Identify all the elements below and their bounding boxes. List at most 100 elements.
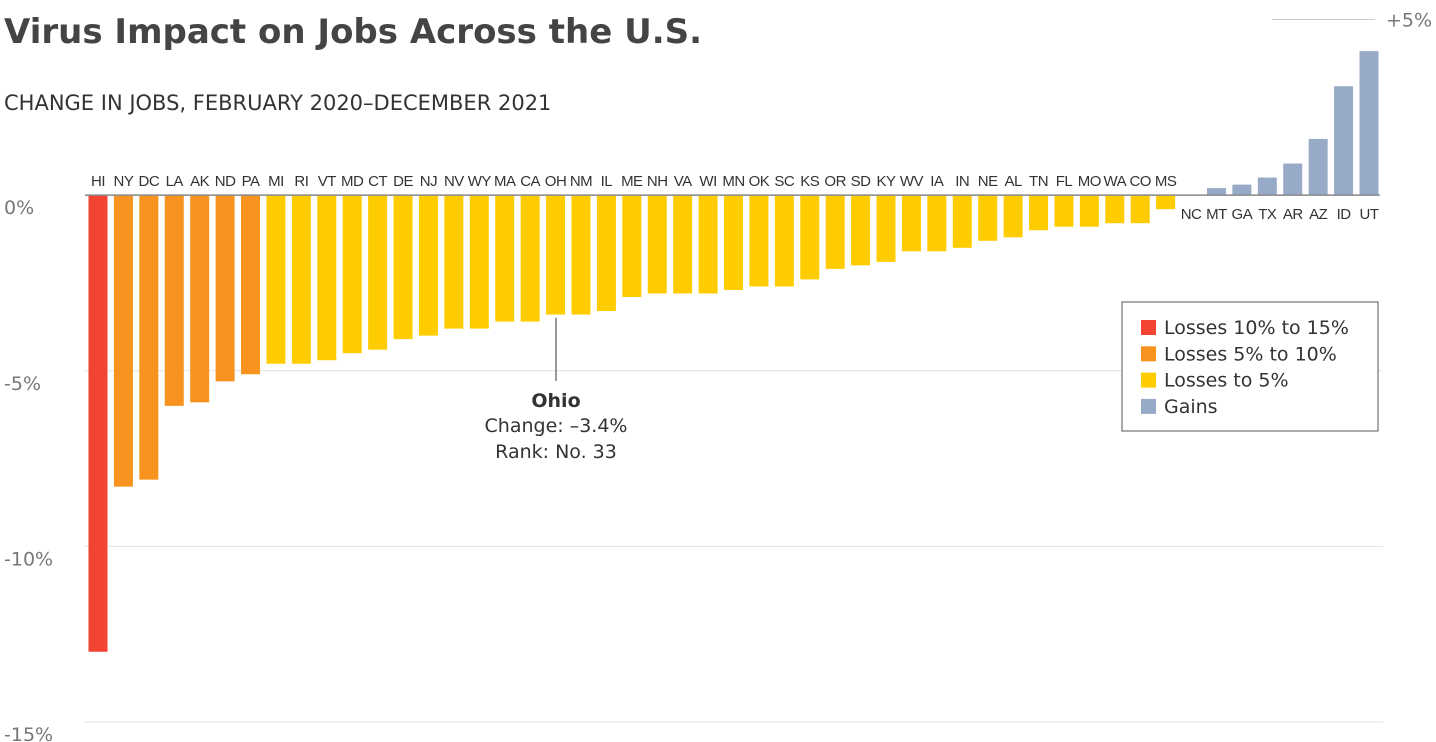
bar bbox=[368, 195, 388, 350]
x-tick-label: OK bbox=[749, 173, 770, 190]
x-tick-label: OH bbox=[545, 173, 567, 190]
bar bbox=[266, 195, 286, 364]
x-tick-label: DC bbox=[139, 173, 160, 190]
bar bbox=[1156, 195, 1176, 210]
bar bbox=[1257, 177, 1277, 196]
x-tick-label: WI bbox=[699, 173, 716, 190]
y-tick-label: -10% bbox=[4, 548, 53, 570]
chart-subtitle: CHANGE IN JOBS, FEBRUARY 2020–DECEMBER 2… bbox=[4, 91, 551, 115]
bar bbox=[418, 195, 438, 336]
bar bbox=[724, 195, 743, 290]
bar bbox=[190, 195, 210, 403]
bar bbox=[1105, 195, 1125, 224]
x-tick-label: NV bbox=[444, 173, 464, 190]
annotation-title: Ohio bbox=[531, 390, 580, 412]
x-tick-label: WA bbox=[1103, 173, 1126, 190]
x-tick-label: HI bbox=[91, 173, 105, 190]
x-tick-label: CO bbox=[1129, 173, 1151, 190]
x-tick-label: KY bbox=[877, 173, 897, 190]
x-tick-label: TN bbox=[1029, 173, 1048, 190]
bar bbox=[520, 195, 540, 322]
x-tick-label: ND bbox=[215, 173, 236, 190]
x-tick-label: UT bbox=[1360, 206, 1379, 223]
bar bbox=[876, 195, 896, 262]
x-tick-label: NH bbox=[647, 173, 668, 190]
bar bbox=[698, 195, 718, 294]
bar bbox=[952, 195, 972, 248]
bar bbox=[291, 195, 311, 364]
x-tick-label: MS bbox=[1155, 173, 1177, 190]
legend-label: Losses 5% to 10% bbox=[1164, 343, 1337, 365]
x-tick-label: GA bbox=[1232, 206, 1253, 223]
x-tick-label: KS bbox=[800, 173, 820, 190]
legend-label: Losses to 5% bbox=[1164, 370, 1289, 392]
x-tick-label: MT bbox=[1206, 206, 1227, 223]
x-tick-label: CA bbox=[520, 173, 540, 190]
x-tick-label: AR bbox=[1283, 206, 1304, 223]
x-tick-label: WV bbox=[900, 173, 924, 190]
x-tick-label: WY bbox=[468, 173, 492, 190]
x-tick-label: MD bbox=[341, 173, 364, 190]
bar bbox=[596, 195, 616, 312]
bar bbox=[673, 195, 693, 294]
x-tick-label: MO bbox=[1078, 173, 1101, 190]
bar bbox=[1003, 195, 1023, 238]
chart-title: Virus Impact on Jobs Across the U.S. bbox=[4, 12, 702, 52]
bar bbox=[749, 195, 769, 287]
bar bbox=[164, 195, 184, 406]
x-tick-label: SD bbox=[851, 173, 872, 190]
x-tick-label: ME bbox=[621, 173, 643, 190]
x-tick-label: FL bbox=[1056, 173, 1073, 190]
x-tick-label: IA bbox=[930, 173, 944, 190]
x-tick-label: IL bbox=[601, 173, 613, 190]
bar bbox=[139, 195, 159, 480]
x-tick-label: AK bbox=[190, 173, 210, 190]
bar bbox=[1054, 195, 1074, 227]
x-tick-label: IN bbox=[955, 173, 969, 190]
bar bbox=[1308, 138, 1328, 196]
bar bbox=[342, 195, 362, 354]
x-tick-label: PA bbox=[242, 173, 260, 190]
legend-box bbox=[1121, 301, 1379, 432]
x-tick-label: SC bbox=[774, 173, 795, 190]
legend-swatch bbox=[1141, 372, 1156, 388]
legend-swatch bbox=[1141, 346, 1156, 362]
x-tick-label: AL bbox=[1004, 173, 1022, 190]
bar bbox=[825, 195, 845, 269]
x-tick-label: NJ bbox=[420, 173, 437, 190]
x-tick-label: TX bbox=[1258, 206, 1277, 223]
x-tick-label: VT bbox=[318, 173, 337, 190]
bar bbox=[88, 195, 108, 652]
bar bbox=[444, 195, 464, 329]
y-tick-label: 0% bbox=[4, 197, 34, 219]
x-tick-label: MN bbox=[722, 173, 744, 190]
bar bbox=[113, 195, 133, 487]
x-tick-label: NY bbox=[113, 173, 133, 190]
x-tick-label: CT bbox=[368, 173, 387, 190]
bar bbox=[774, 195, 794, 287]
x-tick-label: MI bbox=[268, 173, 284, 190]
bar bbox=[1079, 195, 1099, 227]
bar bbox=[647, 195, 667, 294]
y-tick-label: +5% bbox=[1386, 10, 1432, 32]
legend-swatch bbox=[1141, 320, 1156, 335]
bar bbox=[851, 195, 871, 266]
bar bbox=[1130, 195, 1150, 224]
bar bbox=[1232, 184, 1252, 196]
y-tick-label: -15% bbox=[4, 724, 53, 742]
x-tick-label: LA bbox=[166, 173, 184, 190]
legend-label: Gains bbox=[1164, 396, 1218, 418]
x-tick-label: ID bbox=[1337, 206, 1352, 223]
legend-label: Losses 10% to 15% bbox=[1164, 317, 1349, 339]
bar bbox=[215, 195, 235, 382]
bar bbox=[393, 195, 413, 340]
bar bbox=[622, 195, 642, 297]
bar bbox=[1029, 195, 1049, 231]
bar bbox=[901, 195, 921, 252]
bar bbox=[241, 195, 261, 375]
bar bbox=[469, 195, 489, 329]
y-tick-label: -5% bbox=[4, 373, 41, 395]
x-tick-label: OR bbox=[824, 173, 846, 190]
bar bbox=[1359, 51, 1379, 196]
